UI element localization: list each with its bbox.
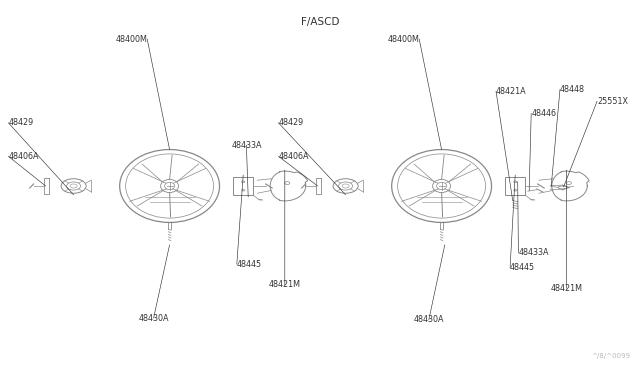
Text: 48400M: 48400M <box>387 35 419 44</box>
Text: F/ASCD: F/ASCD <box>301 17 339 27</box>
Text: 48429: 48429 <box>278 118 303 127</box>
Text: 48445: 48445 <box>237 260 262 269</box>
Text: ^/8/^0099: ^/8/^0099 <box>591 353 630 359</box>
Text: 48421A: 48421A <box>496 87 527 96</box>
Text: 48406A: 48406A <box>8 152 39 161</box>
Text: 48448: 48448 <box>560 85 585 94</box>
Text: 48429: 48429 <box>8 118 33 127</box>
Text: 48433A: 48433A <box>518 248 549 257</box>
Text: 48446: 48446 <box>531 109 556 118</box>
Text: 48430A: 48430A <box>138 314 169 323</box>
Text: 48430A: 48430A <box>413 315 444 324</box>
Text: 25551X: 25551X <box>597 97 628 106</box>
Text: 48421M: 48421M <box>269 280 301 289</box>
Text: 48445: 48445 <box>510 263 535 272</box>
Text: 48421M: 48421M <box>550 284 582 293</box>
Text: 48406A: 48406A <box>278 152 309 161</box>
Text: 48400M: 48400M <box>115 35 147 44</box>
Text: 48433A: 48433A <box>231 141 262 150</box>
